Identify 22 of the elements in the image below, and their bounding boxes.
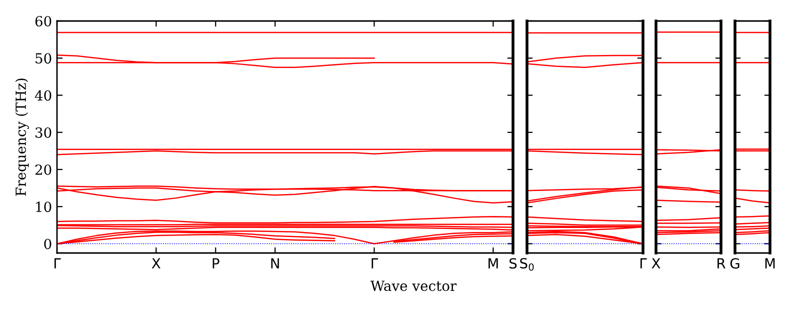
x-tick-label: M <box>765 258 775 268</box>
x-tick-label: N <box>271 258 279 268</box>
x-tick-label: Γ <box>54 258 61 268</box>
x-tick-label: R <box>718 258 726 268</box>
x-tick-label: S <box>510 258 517 269</box>
x-tick-label: Γ <box>372 258 378 268</box>
y-tick-label: 10 <box>36 202 52 212</box>
y-axis-title: Frequency (THz) <box>15 78 29 196</box>
x-tick-label: X <box>152 258 160 268</box>
y-tick-label: 30 <box>36 127 52 138</box>
y-tick-label: 0 <box>44 238 52 250</box>
x-tick-label: Γ <box>640 258 647 268</box>
y-tick-label: 50 <box>36 53 52 64</box>
x-tick-label: S$_{0}$ <box>520 258 534 271</box>
x-tick-label: P <box>212 258 220 268</box>
y-tick-label: 60 <box>35 16 52 26</box>
y-tick-label: 40 <box>34 90 52 101</box>
x-tick-label: G <box>730 258 740 269</box>
x-tick-label: M <box>488 258 498 268</box>
x-axis-title: Wave vector <box>370 280 457 292</box>
y-tick-label: 20 <box>35 164 52 175</box>
x-tick-label: X <box>652 258 660 268</box>
